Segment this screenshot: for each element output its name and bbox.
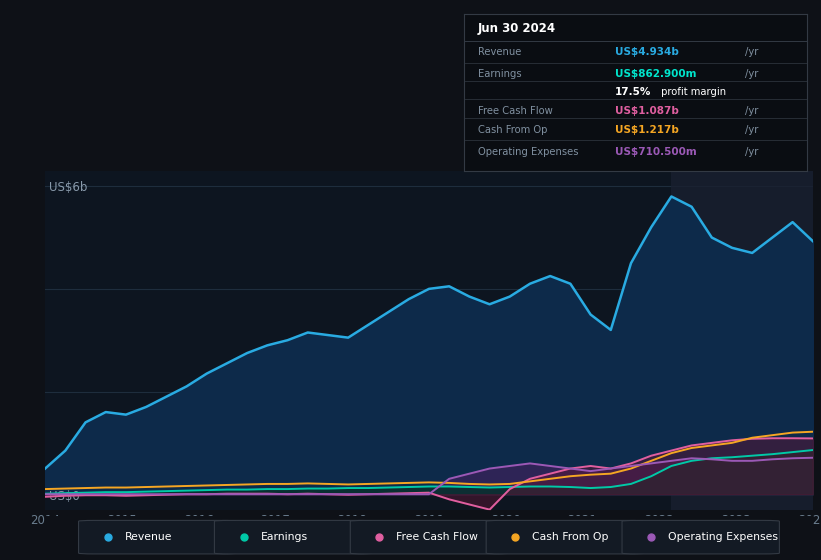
FancyBboxPatch shape — [79, 520, 236, 554]
Text: Operating Expenses: Operating Expenses — [668, 532, 778, 542]
Text: Earnings: Earnings — [260, 532, 308, 542]
Text: /yr: /yr — [745, 125, 759, 135]
FancyBboxPatch shape — [622, 520, 779, 554]
Text: /yr: /yr — [745, 147, 759, 157]
FancyBboxPatch shape — [486, 520, 644, 554]
Text: /yr: /yr — [745, 46, 759, 57]
Text: US$1.217b: US$1.217b — [615, 125, 679, 135]
Text: Free Cash Flow: Free Cash Flow — [397, 532, 478, 542]
Text: Cash From Op: Cash From Op — [532, 532, 608, 542]
Text: US$0: US$0 — [49, 490, 80, 503]
Text: 17.5%: 17.5% — [615, 87, 651, 97]
Text: Revenue: Revenue — [125, 532, 172, 542]
Text: Revenue: Revenue — [478, 46, 521, 57]
Text: profit margin: profit margin — [658, 87, 726, 97]
Text: US$6b: US$6b — [49, 181, 87, 194]
Text: /yr: /yr — [745, 106, 759, 116]
Text: Jun 30 2024: Jun 30 2024 — [478, 22, 556, 35]
Text: US$862.900m: US$862.900m — [615, 69, 696, 80]
FancyBboxPatch shape — [214, 520, 372, 554]
Text: US$710.500m: US$710.500m — [615, 147, 696, 157]
Bar — [672, 171, 813, 510]
Text: Cash From Op: Cash From Op — [478, 125, 547, 135]
Text: US$4.934b: US$4.934b — [615, 46, 679, 57]
Text: Free Cash Flow: Free Cash Flow — [478, 106, 553, 116]
Text: Earnings: Earnings — [478, 69, 521, 80]
Text: US$1.087b: US$1.087b — [615, 106, 679, 116]
FancyBboxPatch shape — [351, 520, 507, 554]
Text: Operating Expenses: Operating Expenses — [478, 147, 578, 157]
Text: /yr: /yr — [745, 69, 759, 80]
